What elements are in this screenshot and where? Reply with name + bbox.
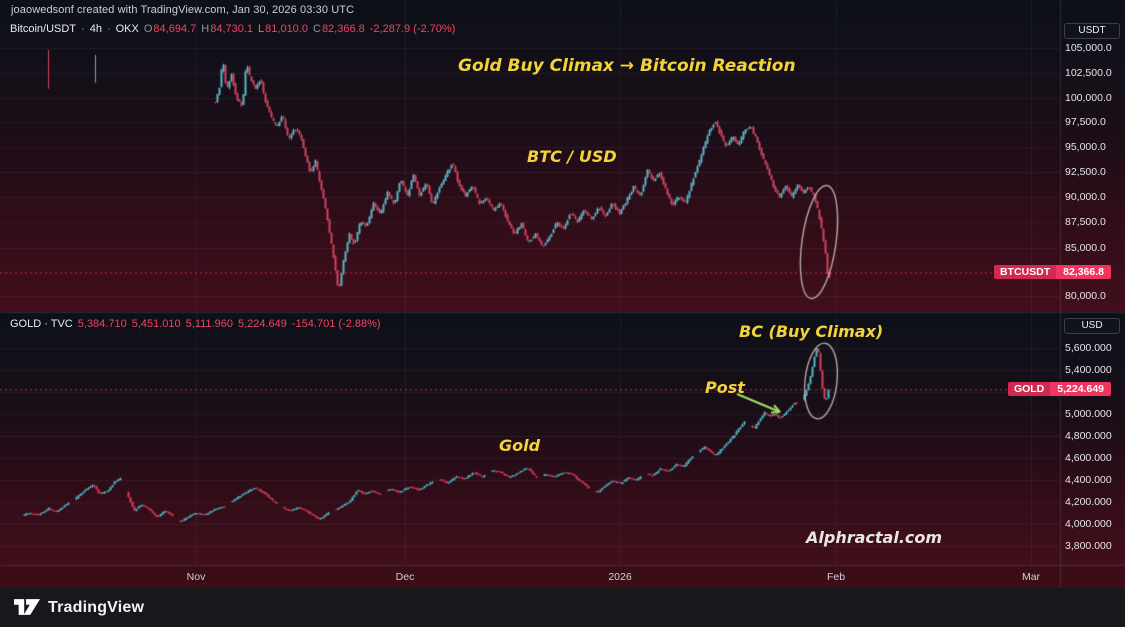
gold-high: 5,451.010 [131, 318, 181, 330]
gold-open: 5,384.710 [77, 318, 127, 330]
price-tick-label: 97,500.0 [1065, 116, 1106, 128]
price-tick-label: 3,800.000 [1065, 540, 1112, 552]
attribution-text: joaowedsonf created with TradingView.com… [11, 4, 355, 16]
btc-symbol-title[interactable]: Bitcoin/USDT [10, 23, 77, 35]
tradingview-logo-icon[interactable] [14, 599, 40, 616]
price-tick-label: 5,600.000 [1065, 342, 1112, 354]
annotation-bc-buy-climax[interactable]: BC (Buy Climax) [739, 322, 884, 341]
time-tick-label: 2026 [608, 571, 632, 583]
price-tick-label: 4,000.000 [1065, 518, 1112, 530]
btc-low: L81,010.0 [258, 23, 308, 35]
price-tick-label: 80,000.0 [1065, 290, 1106, 302]
legend-separator: · [81, 23, 85, 35]
btc-legend: Bitcoin/USDT · 4h · OKX O84,694.7 H84,73… [10, 23, 455, 35]
price-tick-label: 85,000.0 [1065, 242, 1106, 254]
gold-badge-price: 5,224.649 [1050, 382, 1111, 396]
time-tick-label: Nov [186, 571, 206, 583]
price-tick-label: 5,400.000 [1065, 364, 1112, 376]
price-tick-label: 4,800.000 [1065, 430, 1112, 442]
price-tick-label: 4,600.000 [1065, 452, 1112, 464]
btc-currency-button[interactable]: USDT [1064, 23, 1120, 39]
price-tick-label: 92,500.0 [1065, 166, 1106, 178]
annotation-gold[interactable]: Gold [499, 436, 541, 455]
price-tick-label: 4,200.000 [1065, 496, 1112, 508]
price-tick-label: 105,000.0 [1065, 42, 1112, 54]
time-tick-label: Feb [826, 571, 846, 583]
btc-high: H84,730.1 [201, 23, 254, 35]
gold-badge-symbol: GOLD [1007, 382, 1051, 396]
price-tick-label: 5,000.000 [1065, 408, 1112, 420]
annotation-post[interactable]: Post [705, 378, 745, 397]
time-tick-label: Dec [395, 571, 415, 583]
gold-legend: GOLD · TVC 5,384.710 5,451.010 5,111.960… [10, 318, 381, 330]
tradingview-brand-text[interactable]: TradingView [48, 598, 145, 616]
btc-interval[interactable]: 4h [89, 23, 102, 35]
btc-badge-price: 82,366.8 [1056, 265, 1111, 279]
annotation-watermark[interactable]: Alphractal.com [806, 528, 943, 547]
time-tick-label: Mar [1021, 571, 1041, 583]
gold-change: -154.701 (-2.88%) [291, 318, 381, 330]
annotation-title[interactable]: Gold Buy Climax → Bitcoin Reaction [458, 56, 796, 76]
footer-bar: TradingView [0, 588, 1125, 627]
btc-open: O84,694.7 [143, 23, 197, 35]
gold-currency-button[interactable]: USD [1064, 318, 1120, 334]
price-tick-label: 87,500.0 [1065, 216, 1106, 228]
gold-symbol-title[interactable]: GOLD · TVC [10, 318, 73, 330]
gold-price-badge: GOLD 5,224.649 [1007, 382, 1111, 396]
price-tick-label: 90,000.0 [1065, 191, 1106, 203]
gold-close: 5,224.649 [237, 318, 287, 330]
price-tick-label: 102,500.0 [1065, 67, 1112, 79]
price-tick-label: 95,000.0 [1065, 141, 1106, 153]
btc-badge-symbol: BTCUSDT [993, 265, 1057, 279]
btc-close: C82,366.8 [312, 23, 365, 35]
gold-low: 5,111.960 [185, 318, 233, 330]
btc-change: -2,287.9 (-2.70%) [369, 23, 456, 35]
btc-exchange: OKX [115, 23, 139, 35]
legend-separator: · [106, 23, 111, 35]
annotation-btc-usd[interactable]: BTC / USD [527, 147, 617, 166]
price-tick-label: 4,400.000 [1065, 474, 1112, 486]
btc-price-badge: BTCUSDT 82,366.8 [993, 265, 1111, 279]
price-tick-label: 100,000.0 [1065, 92, 1112, 104]
